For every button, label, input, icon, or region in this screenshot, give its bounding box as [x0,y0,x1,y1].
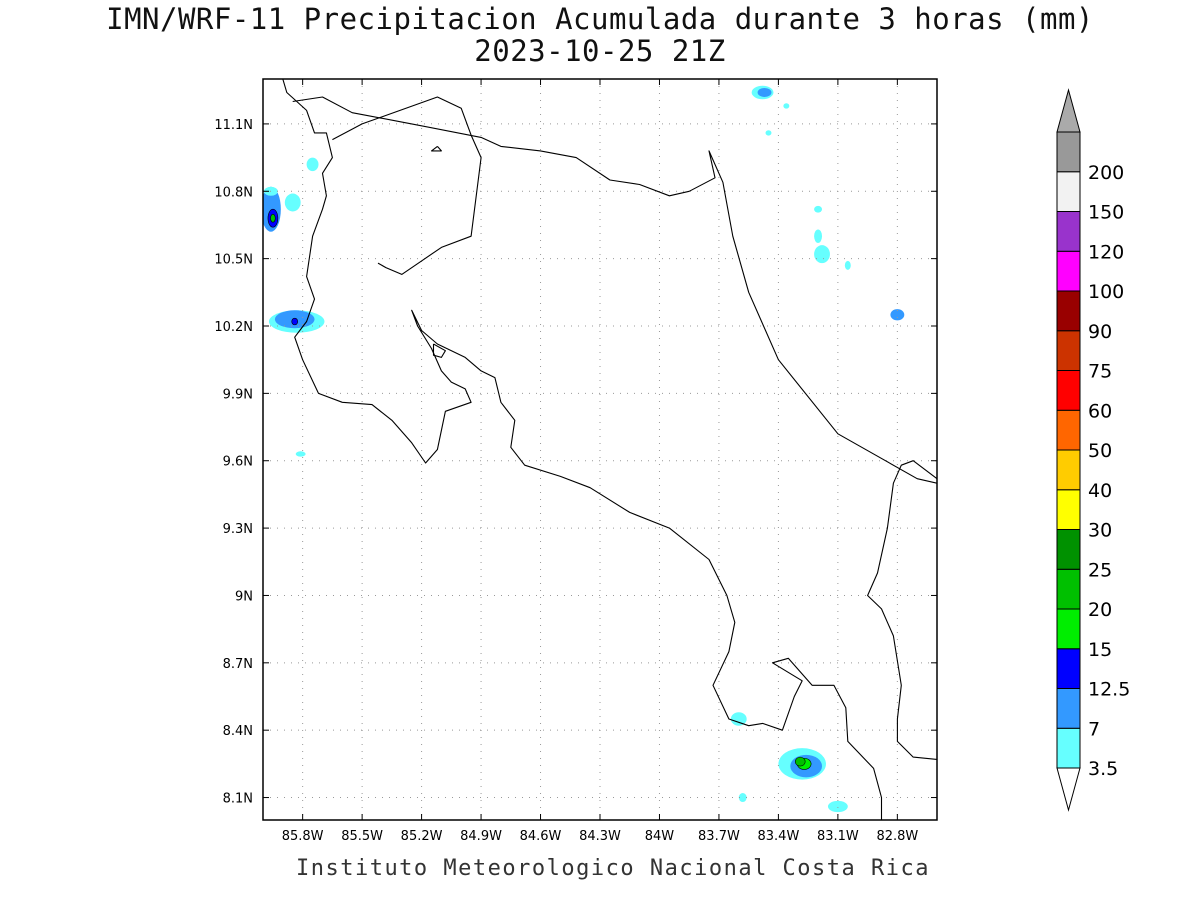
coastline [430,145,442,152]
colorbar-label: 25 [1088,559,1112,581]
precip-cell [827,800,848,813]
colorbar: 3.5 7 12.5 15 20 25 30 40 50 60 75 90 100 120 150 200 [1056,88,1130,812]
map-frame [262,78,938,821]
colorbar-label: 15 [1088,639,1112,661]
coastline [332,96,482,275]
precip-cell [738,793,747,803]
precip-cell [814,205,823,213]
lon-tick-label: 85.8W [282,829,324,844]
lon-tick-label: 83.7W [698,829,740,844]
lon-tick-label: 84.6W [520,829,562,844]
lon-tick-label: 83.1W [817,829,859,844]
lon-tick-label: 84W [645,829,675,844]
lon-tick-label: 83.4W [758,829,800,844]
colorbar-swatch [1056,171,1081,212]
colorbar-label: 50 [1088,440,1112,462]
precip-cell [757,87,772,97]
colorbar-swatch [1056,608,1081,650]
precip-cell [890,309,905,321]
colorbar-swatch [1056,290,1081,332]
colorbar-swatch [1056,250,1081,292]
precip-cell [270,213,276,223]
precip-cell [765,130,772,136]
colorbar-label: 3.5 [1088,758,1118,780]
colorbar-swatch [1056,648,1081,689]
lat-tick-label: 9.3N [223,522,253,537]
precip-cell [291,317,298,326]
colorbar-label: 90 [1088,321,1112,343]
lat-tick-label: 10.8N [214,185,253,200]
lon-tick-label: 85.2W [401,829,443,844]
colorbar-min-triangle [1056,767,1081,812]
precip-cell [783,103,790,109]
precip-cell [794,756,806,767]
colorbar-label: 12.5 [1088,679,1130,701]
lon-tick-label: 82.8W [876,829,918,844]
colorbar-label: 200 [1088,162,1124,184]
colorbar-swatch [1056,489,1081,530]
colorbar-swatch [1056,688,1081,729]
colorbar-swatch [1056,211,1081,252]
axis-ticks: 85.8W 85.5W 85.2W 84.9W 84.6W 84.3W 84W 83.7W 83… [214,79,937,844]
precip-cell [730,712,747,726]
colorbar-swatch [1056,568,1081,610]
map-grid [263,79,937,820]
colorbar-label: 60 [1088,400,1112,422]
coastlines [282,79,937,820]
map-date: 2023-10-25 21Z [474,34,726,68]
lat-tick-label: 8.1N [223,792,253,807]
lat-tick-label: 10.5N [214,253,253,268]
map-title: IMN/WRF-11 Precipitacion Acumulada duran… [106,2,1094,36]
colorbar-swatch [1056,370,1081,411]
precip-cell [295,451,306,457]
colorbar-label: 120 [1088,241,1124,263]
colorbar-swatch [1056,727,1081,769]
lon-tick-label: 84.3W [579,829,621,844]
colorbar-label: 150 [1088,202,1124,224]
lon-tick-label: 85.5W [341,829,383,844]
lat-tick-label: 9.6N [223,455,253,470]
colorbar-max-triangle [1056,88,1081,133]
coastline [282,79,883,820]
coastline [432,343,446,358]
precip-cell [814,245,830,264]
coastline [292,96,937,484]
colorbar-label: 40 [1088,480,1112,502]
precip-cell [844,260,851,270]
lat-tick-label: 10.2N [214,320,253,335]
colorbar-label: 7 [1088,718,1100,740]
lat-tick-label: 9N [235,589,253,604]
coastline [867,460,937,760]
precip-cell [814,229,823,243]
lat-tick-label: 8.7N [223,657,253,672]
colorbar-swatch [1056,409,1081,451]
colorbar-label: 100 [1088,281,1124,303]
precip-cell [306,157,319,172]
lat-tick-label: 8.4N [223,724,253,739]
colorbar-label: 75 [1088,361,1112,383]
lat-tick-label: 9.9N [223,387,253,402]
colorbar-label: 30 [1088,520,1112,542]
colorbar-label: 20 [1088,599,1112,621]
precipitation-layer [263,85,905,813]
precip-cell [284,193,301,212]
colorbar-swatch [1056,449,1081,491]
colorbar-swatch [1056,330,1081,371]
lon-tick-label: 84.9W [460,829,502,844]
colorbar-swatch [1056,529,1081,570]
lat-tick-label: 11.1N [214,118,253,133]
institution-footer: Instituto Meteorologico Nacional Costa R… [295,856,931,881]
colorbar-swatch [1056,131,1081,173]
